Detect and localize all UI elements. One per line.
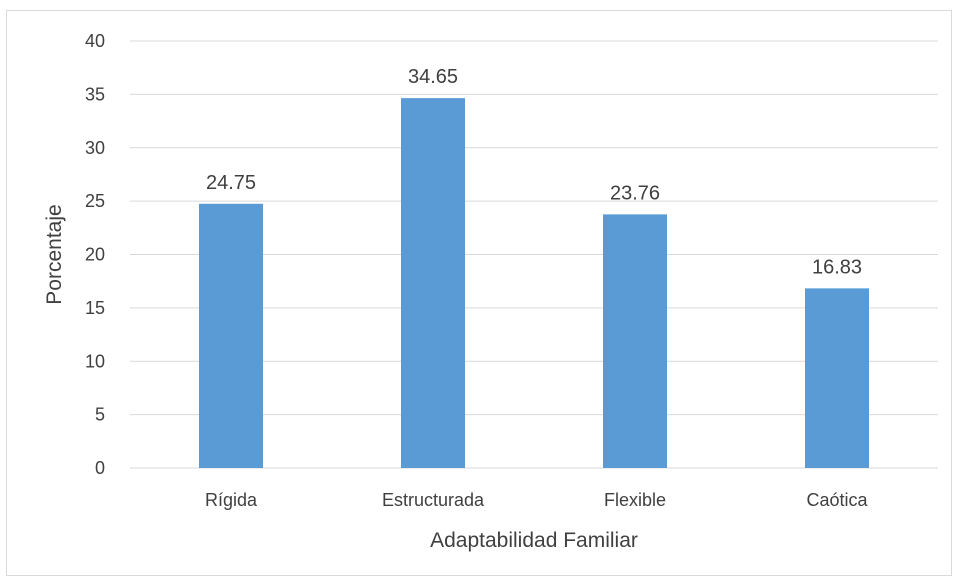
bar <box>603 214 667 468</box>
y-tick-label: 35 <box>85 84 105 104</box>
bar-data-label: 23.76 <box>610 182 660 204</box>
x-tick-label: Caótica <box>806 490 868 510</box>
bar <box>199 203 263 468</box>
data-labels: 24.75 34.65 23.76 16.83 <box>206 66 862 278</box>
x-tick-label: Flexible <box>604 490 666 510</box>
y-tick-label: 25 <box>85 191 105 211</box>
y-axis-title: Porcentaje <box>43 204 66 304</box>
x-tick-label: Estructurada <box>382 490 485 510</box>
y-tick-label: 20 <box>85 245 105 265</box>
y-tick-label: 0 <box>95 458 105 478</box>
y-tick-label: 40 <box>85 31 105 51</box>
x-tick-labels: Rígida Estructurada Flexible Caótica <box>205 490 869 510</box>
bar-data-label: 16.83 <box>812 256 862 278</box>
y-tick-labels: 0 5 10 15 20 25 30 35 40 <box>85 31 105 478</box>
bar-data-label: 24.75 <box>206 172 256 194</box>
x-axis-title: Adaptabilidad Familiar <box>430 529 638 552</box>
bar <box>401 98 465 468</box>
chart-frame <box>6 10 952 576</box>
bars <box>199 98 869 468</box>
y-tick-label: 10 <box>85 351 105 371</box>
y-tick-label: 5 <box>95 405 105 425</box>
gridlines <box>130 40 938 469</box>
bar <box>805 288 869 468</box>
y-tick-label: 15 <box>85 298 105 318</box>
y-tick-label: 30 <box>85 138 105 158</box>
x-tick-label: Rígida <box>205 490 258 510</box>
bar-data-label: 34.65 <box>408 66 458 88</box>
